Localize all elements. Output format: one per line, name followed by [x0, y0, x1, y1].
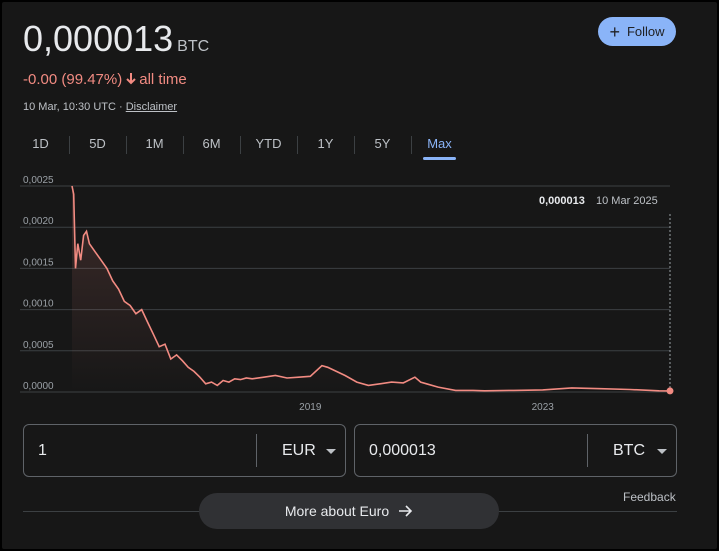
meta-separator: · [119, 101, 123, 113]
converter-from-value[interactable]: 1 [38, 442, 47, 459]
x-tick-label: 2019 [299, 402, 322, 413]
tab-6m[interactable]: 6M [183, 132, 240, 158]
converter-divider [587, 434, 588, 467]
converter-divider [256, 434, 257, 467]
tooltip-value: 0,000013 [539, 195, 585, 207]
tab-5d[interactable]: 5D [69, 132, 126, 158]
feedback-link[interactable]: Feedback [623, 490, 676, 504]
chart-area [72, 186, 670, 392]
arrow-down-icon [126, 72, 136, 88]
converter-to: 0,000013 BTC [354, 424, 677, 477]
y-tick-label: 0,0025 [23, 175, 54, 186]
price-row: 0,000013 BTC [23, 18, 209, 60]
y-tick-label: 0,0000 [23, 381, 54, 392]
change-row: -0.00 (99.47%) all time [23, 71, 187, 88]
change-period: all time [139, 71, 187, 88]
x-tick-label: 2023 [532, 402, 555, 413]
tab-max[interactable]: Max [411, 132, 468, 160]
chart-tooltip: 0,000013 10 Mar 2025 [532, 187, 670, 213]
chart-end-point [666, 387, 674, 395]
tab-1m[interactable]: 1M [126, 132, 183, 158]
caret-down-icon[interactable] [657, 449, 667, 454]
timestamp: 10 Mar, 10:30 UTC [23, 101, 116, 113]
disclaimer-link[interactable]: Disclaimer [125, 101, 178, 113]
converter-from-unit[interactable]: EUR [282, 442, 316, 459]
plus-icon: + [609, 21, 620, 42]
tooltip-date: 10 Mar 2025 [596, 195, 658, 207]
follow-label: Follow [626, 24, 665, 39]
converter-to-unit[interactable]: BTC [613, 442, 645, 459]
price-chart[interactable]: 0,0025 0,0020 0,0015 0,0010 0,0005 0,0000 201… [2, 172, 717, 417]
meta-row: 10 Mar, 10:30 UTC · Disclaimer [23, 101, 177, 113]
converter-from: 1 EUR [23, 424, 346, 477]
caret-down-icon[interactable] [326, 449, 336, 454]
chart-line [71, 185, 671, 392]
follow-button[interactable]: + Follow [598, 17, 676, 46]
range-tabs: 1D 5D 1M 6M YTD 1Y 5Y Max [12, 132, 468, 160]
price-value: 0,000013 [23, 18, 174, 59]
y-tick-label: 0,0015 [23, 257, 54, 268]
tab-1d[interactable]: 1D [32, 136, 49, 151]
converter-to-value[interactable]: 0,000013 [369, 442, 436, 459]
price-currency: BTC [177, 38, 210, 55]
change-value: -0.00 (99.47%) [23, 71, 123, 88]
more-about-label: More about Euro [284, 503, 390, 519]
y-tick-label: 0,0005 [23, 340, 54, 351]
arrow-right-icon [399, 505, 413, 517]
tab-ytd[interactable]: YTD [240, 132, 297, 158]
y-tick-label: 0,0010 [23, 299, 54, 310]
tab-1y[interactable]: 1Y [297, 132, 354, 158]
tab-5y[interactable]: 5Y [354, 132, 411, 158]
more-about-button[interactable]: More about Euro [199, 493, 499, 529]
y-tick-label: 0,0020 [23, 216, 54, 227]
